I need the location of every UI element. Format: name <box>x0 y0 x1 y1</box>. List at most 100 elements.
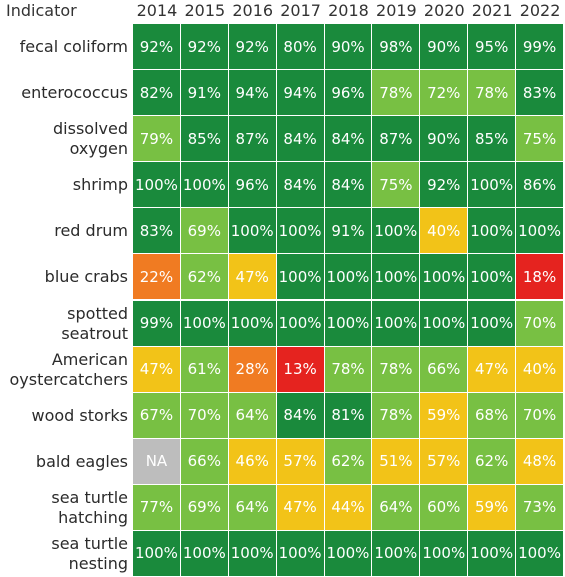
heatmap-cell: 70% <box>516 300 564 347</box>
heatmap-cell: 100% <box>372 300 421 347</box>
heatmap-cell: 61% <box>180 346 229 393</box>
row-label: wood storks <box>31 405 128 425</box>
heatmap-cell: 64% <box>228 484 277 531</box>
heatmap-cell: 64% <box>372 484 421 531</box>
heatmap-cell: 100% <box>324 530 373 577</box>
heatmap-cell: 79% <box>133 116 181 163</box>
heatmap-cell: 67% <box>133 392 181 439</box>
heatmap-cell: 91% <box>324 208 373 255</box>
heatmap-cell: 59% <box>420 392 469 439</box>
heatmap-cell: 80% <box>276 24 325 71</box>
heatmap-cell: 90% <box>420 24 469 71</box>
heatmap-cell: 44% <box>324 484 373 531</box>
column-header-2022: 2022 <box>519 1 561 20</box>
heatmap-cell: 40% <box>516 346 564 393</box>
row-label: red drum <box>54 221 128 241</box>
corner-label: Indicator <box>6 1 77 20</box>
heatmap-cell: 96% <box>228 162 277 209</box>
heatmap-cell: 57% <box>420 438 469 485</box>
heatmap-cell: 78% <box>372 392 421 439</box>
column-header-2015: 2015 <box>184 1 226 20</box>
heatmap-cell: 100% <box>228 530 277 577</box>
heatmap-cell: 69% <box>180 208 229 255</box>
heatmap-cell: 69% <box>180 484 229 531</box>
heatmap-cell: 59% <box>468 484 517 531</box>
heatmap-cell: 47% <box>276 484 325 531</box>
column-header-2021: 2021 <box>471 1 513 20</box>
heatmap-cell: 83% <box>516 70 564 117</box>
heatmap-cell: 62% <box>180 254 229 301</box>
heatmap-cell: 77% <box>133 484 181 531</box>
heatmap-cell: 100% <box>276 530 325 577</box>
row-label: spotted seatrout <box>61 303 128 343</box>
heatmap-cell: 84% <box>276 162 325 209</box>
heatmap-cell: 94% <box>228 70 277 117</box>
heatmap-cell: 68% <box>468 392 517 439</box>
heatmap-cell: 84% <box>276 392 325 439</box>
heatmap-cell: 100% <box>324 300 373 347</box>
column-header-2020: 2020 <box>423 1 465 20</box>
heatmap-cell: 84% <box>276 116 325 163</box>
heatmap-cell: 70% <box>180 392 229 439</box>
row-label: shrimp <box>72 175 128 195</box>
heatmap-cell: 100% <box>133 162 181 209</box>
heatmap-cell: 47% <box>468 346 517 393</box>
heatmap-cell: 100% <box>468 162 517 209</box>
heatmap-cell: 100% <box>468 530 517 577</box>
heatmap-cell: 100% <box>180 530 229 577</box>
heatmap-cell: 100% <box>468 300 517 347</box>
row-label: American oystercatchers <box>9 349 128 389</box>
heatmap-cell: 48% <box>516 438 564 485</box>
heatmap-cell: 100% <box>468 254 517 301</box>
heatmap-cell: 100% <box>516 530 564 577</box>
heatmap-cell: 73% <box>516 484 564 531</box>
heatmap-cell: 64% <box>228 392 277 439</box>
heatmap-cell: 87% <box>372 116 421 163</box>
heatmap-cell: 100% <box>372 530 421 577</box>
heatmap-cell: 99% <box>516 24 564 71</box>
heatmap-cell: 100% <box>420 254 469 301</box>
column-header-2017: 2017 <box>280 1 321 20</box>
heatmap-cell: 92% <box>180 24 229 71</box>
heatmap-cell: 100% <box>133 530 181 577</box>
heatmap-cell: 81% <box>324 392 373 439</box>
heatmap-cell: 51% <box>372 438 421 485</box>
heatmap-cell: 100% <box>324 254 373 301</box>
heatmap-cell: 70% <box>516 392 564 439</box>
heatmap-cell: 98% <box>372 24 421 71</box>
heatmap-cell: 96% <box>324 70 373 117</box>
heatmap-cell: 90% <box>420 116 469 163</box>
row-label: blue crabs <box>44 267 128 287</box>
heatmap-cell: 92% <box>133 24 181 71</box>
heatmap-cell: 75% <box>372 162 421 209</box>
heatmap-cell: 46% <box>228 438 277 485</box>
row-label: bald eagles <box>35 451 128 471</box>
row-label: dissolved oxygen <box>53 119 128 159</box>
column-header-2019: 2019 <box>376 1 417 20</box>
header-row: Indicator 2014 2015 2016 2017 2018 2019 2020 20… <box>0 0 565 24</box>
heatmap-cell: 100% <box>468 208 517 255</box>
heatmap-cell: 22% <box>133 254 181 301</box>
heatmap-cell: 92% <box>420 162 469 209</box>
heatmap-cell: 66% <box>180 438 229 485</box>
heatmap-cell: 40% <box>420 208 469 255</box>
heatmap-cell: 78% <box>372 70 421 117</box>
heatmap-cell: 84% <box>324 116 373 163</box>
heatmap-cell: 13% <box>276 346 325 393</box>
heatmap-cell: 62% <box>324 438 373 485</box>
heatmap-cell: 86% <box>516 162 564 209</box>
heatmap-cell: 99% <box>133 300 181 347</box>
heatmap-cell: 100% <box>180 300 229 347</box>
heatmap-cell: 90% <box>324 24 373 71</box>
heatmap-cell: 47% <box>228 254 277 301</box>
heatmap-cell: 28% <box>228 346 277 393</box>
heatmap-cell: 18% <box>516 254 564 301</box>
heatmap-cell: 84% <box>324 162 373 209</box>
heatmap-cell: 100% <box>228 300 277 347</box>
heatmap-cell: 82% <box>133 70 181 117</box>
heatmap-cell: 57% <box>276 438 325 485</box>
column-header-2018: 2018 <box>328 1 369 20</box>
heatmap-cell: 100% <box>420 530 469 577</box>
heatmap-cell: 72% <box>420 70 469 117</box>
heatmap-cell: NA <box>133 438 181 485</box>
